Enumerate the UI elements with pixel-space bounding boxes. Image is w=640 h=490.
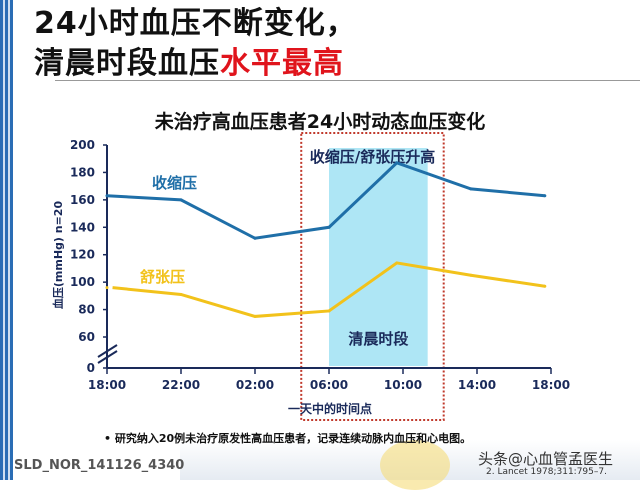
data-point (105, 286, 109, 290)
rise-annotation: 收缩压/舒张压升高 (310, 148, 435, 166)
title-line-2-highlight: 水平最高 (220, 46, 344, 81)
y-tick-label: 0 (87, 361, 95, 375)
title-line-1: 24小时血压不断变化， (34, 6, 357, 41)
x-tick-label: 18:00 (532, 378, 570, 392)
x-tick-label: 02:00 (236, 378, 274, 392)
data-point (105, 194, 109, 198)
data-point (395, 261, 399, 265)
bp-chart: 清晨时段 收缩压/舒张压升高 0 60 80 100 120 140 160 180 200 18:0… (51, 132, 570, 421)
dotted-highlight-box (300, 132, 445, 421)
slide-code: SLD_NOR_141126_4340 (14, 458, 185, 473)
morning-period-label: 清晨时段 (348, 330, 408, 348)
data-point (327, 309, 331, 313)
y-tick-label: 180 (70, 165, 95, 179)
reference: 2. Lancet 1978;311:795–7. (486, 467, 607, 477)
x-tick-label: 14:00 (458, 378, 496, 392)
series-label: 舒张压 (140, 268, 185, 286)
y-tick-label: 140 (70, 220, 95, 234)
data-point (469, 273, 473, 277)
morning-shaded-region (329, 148, 428, 366)
y-tick-label: 100 (70, 275, 95, 289)
left-accent-bar (0, 0, 13, 480)
data-point (543, 194, 547, 198)
title-line-2: 清晨时段血压 (34, 46, 220, 81)
x-tick-label: 22:00 (162, 378, 200, 392)
data-point (253, 236, 257, 240)
x-tick-label: 18:00 (88, 378, 126, 392)
chart-title: 未治疗高血压患者24小时动态血压变化 (154, 111, 486, 133)
axis-break-mark (97, 344, 118, 358)
slide-title: 24小时血压不断变化， 清晨时段血压水平最高 (34, 4, 357, 84)
x-tick-label: 06:00 (310, 378, 348, 392)
y-tick-label: 120 (70, 248, 95, 262)
y-tick-label: 60 (78, 330, 95, 344)
series-label: 收缩压 (152, 174, 197, 192)
title-divider (55, 80, 640, 81)
watermark: 头条@心血管孟医生 (478, 450, 614, 468)
axis-break-mark (97, 350, 118, 364)
study-note: • 研究纳入20例未治疗原发性高血压患者，记录连续动脉内血压和心电图。 (104, 432, 472, 445)
data-point (395, 161, 399, 165)
y-tick-label: 80 (78, 303, 95, 317)
data-point (327, 225, 331, 229)
y-tick-label: 200 (70, 138, 95, 152)
x-axis-label: 一天中的时间点 (288, 401, 372, 416)
data-point (253, 314, 257, 318)
data-point (179, 198, 183, 202)
y-tick-label: 160 (70, 193, 95, 207)
data-point (543, 284, 547, 288)
data-point (469, 187, 473, 191)
y-axis-label: 血压(mmHg) n=20 (51, 201, 65, 310)
data-point (179, 292, 183, 296)
x-tick-label: 10:00 (384, 378, 422, 392)
